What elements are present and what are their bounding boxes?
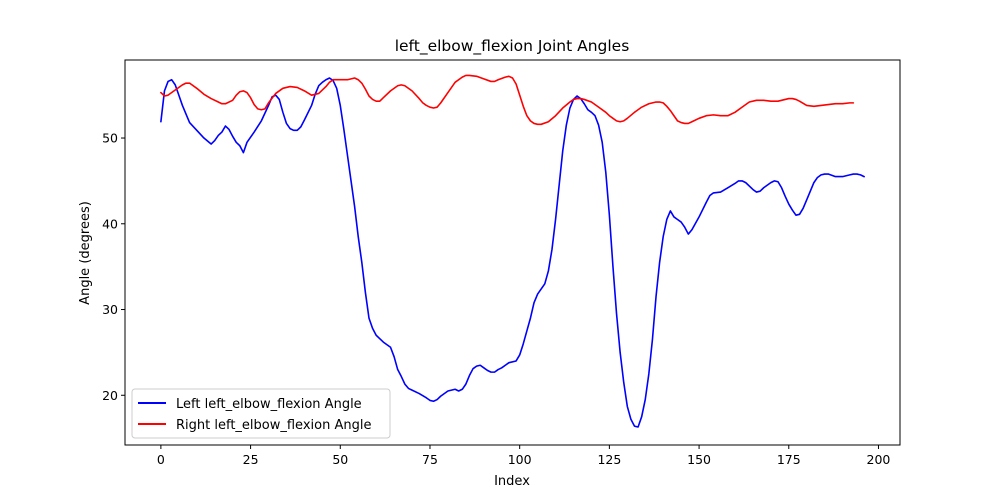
y-tick-label: 40 [102,216,118,231]
x-tick-label: 200 [867,452,891,467]
x-tick-label: 150 [687,452,711,467]
series-line-right [160,74,855,126]
axes-frame [124,59,901,446]
series-line-left [160,77,865,428]
x-tick-label: 50 [332,452,348,467]
x-tick-label: 100 [508,452,532,467]
legend-label-right: Right left_elbow_flexion Angle [176,418,371,433]
x-tick-label: 125 [597,452,621,467]
x-axis-label: Index [494,474,530,489]
x-axis-ticks: 0 25 50 75 100 125 150 175 200 [157,445,891,467]
x-tick-label: 25 [243,452,259,467]
legend-box [131,388,391,439]
plot-area: 0 25 50 75 100 125 150 175 200 20 30 40 50 [102,59,901,467]
y-tick-label: 50 [102,131,118,146]
y-tick-label: 20 [102,388,118,403]
x-tick-label: 175 [777,452,801,467]
x-tick-label: 0 [157,452,165,467]
chart-title: left_elbow_flexion Joint Angles [395,37,630,56]
legend-label-left: Left left_elbow_flexion Angle [176,397,362,412]
series-group [160,74,865,428]
legend: Left left_elbow_flexion Angle Right left… [131,388,391,439]
y-tick-label: 30 [102,302,118,317]
y-axis-label: Angle (degrees) [78,201,93,305]
x-tick-label: 75 [422,452,438,467]
y-axis-ticks: 20 30 40 50 [102,131,125,403]
